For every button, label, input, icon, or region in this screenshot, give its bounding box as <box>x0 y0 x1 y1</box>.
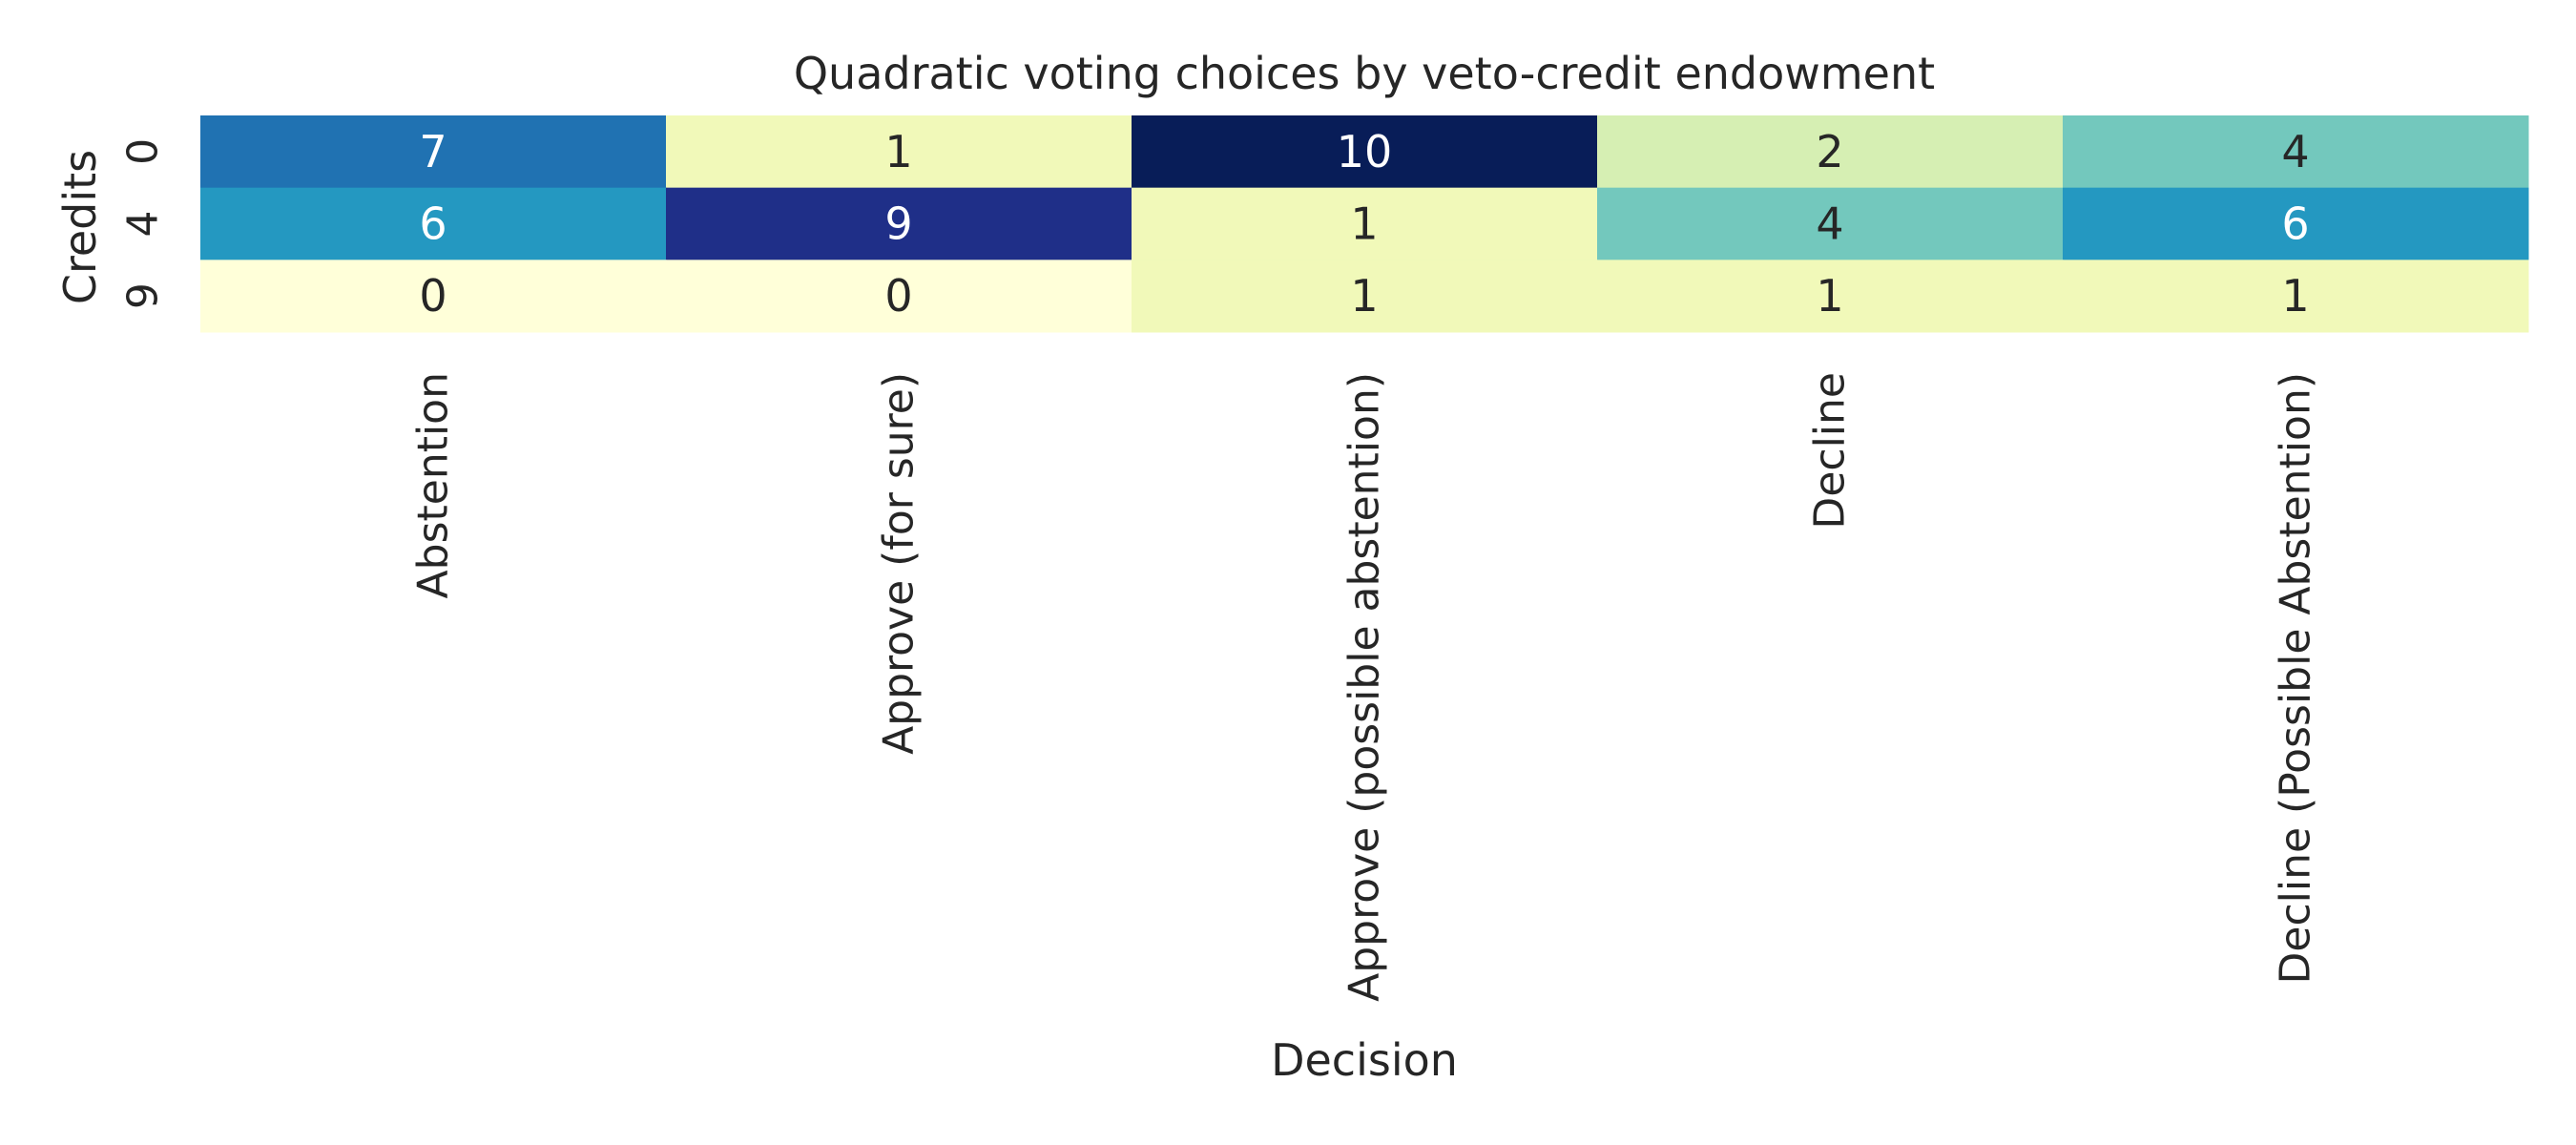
y-axis-label: Credits <box>54 150 106 304</box>
x-axis-tick-labels: Abstention Approve (for sure) Approve (pos… <box>409 372 2320 1002</box>
heatmap-cell-labels: 7 1 10 2 4 6 9 1 4 6 0 0 1 1 1 <box>419 126 2309 322</box>
heatmap-cell <box>200 260 667 333</box>
heatmap-cell-value: 4 <box>1816 198 1843 250</box>
heatmap-cell <box>666 260 1132 333</box>
heatmap-cell-value: 10 <box>1337 126 1393 177</box>
x-tick-label: Approve (possible abstention) <box>1340 372 1389 1002</box>
heatmap-cell <box>200 115 667 189</box>
x-tick-label: Decline <box>1806 372 1855 530</box>
heatmap-cell <box>2063 115 2529 189</box>
y-axis-tick-labels: 0 4 9 <box>119 138 168 309</box>
heatmap-cell <box>200 187 667 260</box>
heatmap-cell-value: 1 <box>884 126 912 177</box>
x-tick-label: Approve (for sure) <box>875 372 924 755</box>
chart-title: Quadratic voting choices by veto-credit … <box>794 48 1935 99</box>
heatmap-cell-value: 6 <box>2281 198 2309 250</box>
heatmap-cell-value: 1 <box>1350 270 1378 322</box>
heatmap-cell <box>1597 187 2064 260</box>
heatmap-cell-value: 9 <box>884 198 912 250</box>
heatmap-cell <box>666 115 1132 189</box>
heatmap-cell <box>1132 187 1598 260</box>
heatmap-cell <box>1597 115 2064 189</box>
heatmap-cell-value: 2 <box>1816 126 1843 177</box>
heatmap-cell-value: 1 <box>2281 270 2309 322</box>
heatmap-cell-value: 1 <box>1350 198 1378 250</box>
y-tick-label: 9 <box>119 282 168 309</box>
heatmap-cell <box>666 187 1132 260</box>
heatmap-cells <box>200 115 2529 333</box>
heatmap-cell-value: 0 <box>884 270 912 322</box>
y-tick-label: 0 <box>119 138 168 165</box>
heatmap-cell <box>1132 260 1598 333</box>
heatmap-cell <box>1597 260 2064 333</box>
heatmap-cell-value: 7 <box>419 126 447 177</box>
heatmap-cell-value: 6 <box>419 198 447 250</box>
heatmap-cell-value: 1 <box>1816 270 1843 322</box>
heatmap-cell <box>2063 260 2529 333</box>
x-tick-label: Decline (Possible Abstention) <box>2272 372 2320 984</box>
heatmap-cell-value: 0 <box>419 270 447 322</box>
x-tick-label: Abstention <box>409 372 458 598</box>
heatmap-cell <box>1132 115 1598 189</box>
heatmap-cell-value: 4 <box>2281 126 2309 177</box>
y-tick-label: 4 <box>119 211 168 238</box>
heatmap-cell <box>2063 187 2529 260</box>
x-axis-label: Decision <box>1271 1034 1458 1086</box>
